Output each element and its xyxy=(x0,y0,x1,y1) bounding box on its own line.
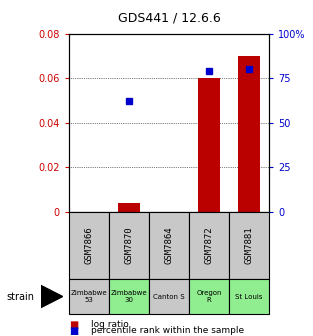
Text: log ratio: log ratio xyxy=(91,321,129,329)
Bar xyxy=(189,212,229,279)
Bar xyxy=(69,212,109,279)
Text: GSM7881: GSM7881 xyxy=(245,226,254,264)
Bar xyxy=(149,212,189,279)
Text: ■: ■ xyxy=(69,320,78,330)
Bar xyxy=(229,212,269,279)
Text: GSM7872: GSM7872 xyxy=(205,226,213,264)
Text: GDS441 / 12.6.6: GDS441 / 12.6.6 xyxy=(118,12,220,25)
Bar xyxy=(109,212,149,279)
Text: GSM7870: GSM7870 xyxy=(125,226,133,264)
Text: Zimbabwe
53: Zimbabwe 53 xyxy=(70,290,107,303)
Text: Zimbabwe
30: Zimbabwe 30 xyxy=(110,290,147,303)
Bar xyxy=(229,279,269,314)
Text: Oregon
R: Oregon R xyxy=(196,290,222,303)
Text: St Louis: St Louis xyxy=(235,294,263,299)
Bar xyxy=(238,56,260,212)
Bar xyxy=(118,203,140,212)
Text: ■: ■ xyxy=(69,326,78,336)
Bar xyxy=(109,279,149,314)
Text: strain: strain xyxy=(6,292,34,301)
Text: percentile rank within the sample: percentile rank within the sample xyxy=(91,327,244,335)
Text: GSM7866: GSM7866 xyxy=(85,226,93,264)
Polygon shape xyxy=(41,285,63,308)
Bar xyxy=(198,78,220,212)
Text: GSM7864: GSM7864 xyxy=(165,226,173,264)
Bar xyxy=(189,279,229,314)
Bar xyxy=(69,279,109,314)
Bar xyxy=(149,279,189,314)
Text: Canton S: Canton S xyxy=(153,294,185,299)
